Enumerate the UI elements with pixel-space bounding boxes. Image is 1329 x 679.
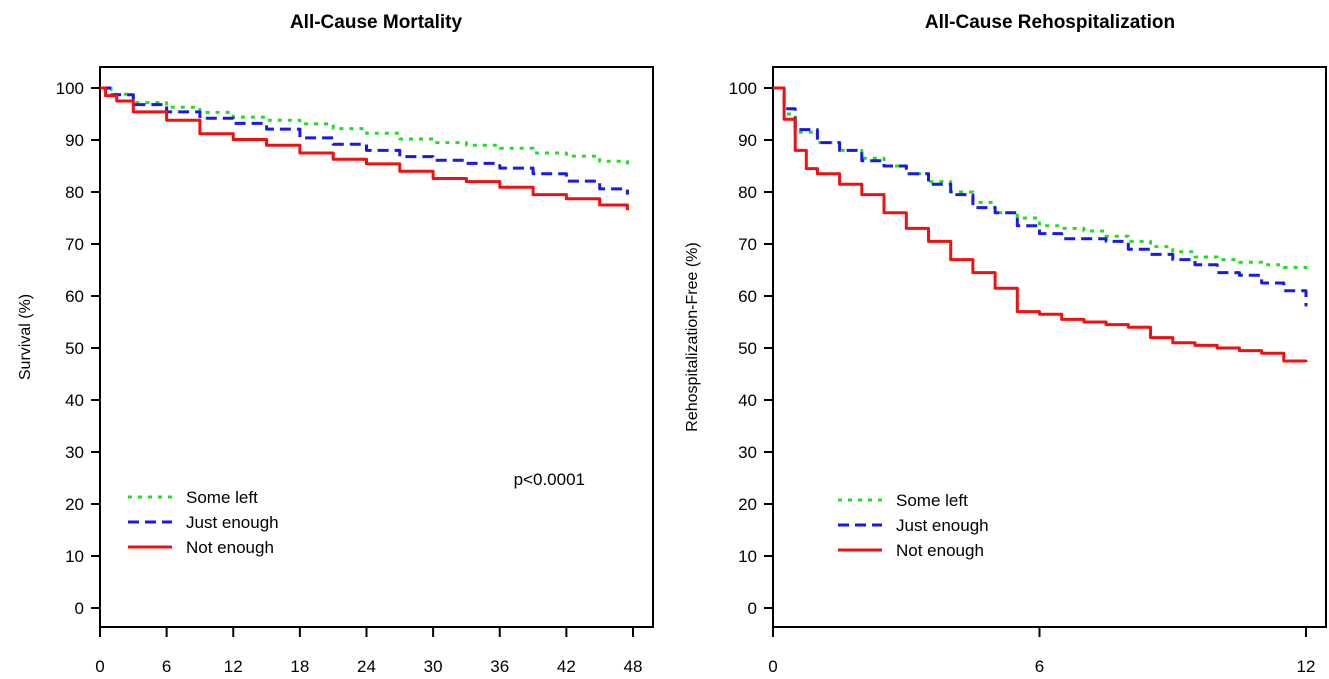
y-tick-label: 70 [65,235,84,254]
y-tick-label: 70 [738,235,757,254]
legend-label: Just enough [896,516,989,535]
x-tick-label: 30 [424,657,443,676]
y-tick-label: 30 [738,443,757,462]
plot-frame [99,66,654,628]
legend-label: Not enough [896,541,984,560]
x-tick-label: 36 [490,657,509,676]
y-tick-label: 90 [65,131,84,150]
y-tick-label: 10 [738,547,757,566]
legend-label: Not enough [186,538,274,557]
y-tick-label: 60 [738,287,757,306]
x-tick-label: 12 [1297,657,1316,676]
y-tick-label: 40 [65,391,84,410]
x-tick-label: 24 [357,657,376,676]
series-line-just-enough [100,86,629,195]
y-tick-label: 20 [65,495,84,514]
y-axis-label: Survival (%) [17,294,34,380]
y-tick-label: 80 [65,183,84,202]
y-tick-label: 90 [738,131,757,150]
y-tick-label: 50 [738,339,757,358]
y-tick-label: 60 [65,287,84,306]
y-tick-label: 0 [748,599,757,618]
x-tick-label: 0 [768,657,777,676]
series-line-not-enough [100,86,629,211]
series-line-some-left [100,86,629,165]
x-tick-label: 42 [557,657,576,676]
y-tick-label: 40 [738,391,757,410]
series-line-just-enough [773,86,1308,307]
y-tick-label: 100 [729,79,757,98]
legend-label: Just enough [186,513,279,532]
legend-label: Some left [896,491,968,510]
series-line-some-left [773,86,1308,270]
y-tick-label: 10 [65,547,84,566]
x-tick-label: 0 [95,657,104,676]
x-tick-label: 48 [624,657,643,676]
p-value-annotation: p<0.0001 [514,470,585,489]
x-tick-label: 6 [1035,657,1044,676]
y-tick-label: 80 [738,183,757,202]
series-line-not-enough [773,86,1308,363]
y-tick-label: 50 [65,339,84,358]
y-tick-label: 0 [75,599,84,618]
y-tick-label: 100 [56,79,84,98]
legend-label: Some left [186,488,258,507]
y-tick-label: 20 [738,495,757,514]
x-tick-label: 18 [290,657,309,676]
chart-title: All-Cause Rehospitalization [925,12,1175,33]
y-axis-label: Rehospitalization-Free (%) [684,242,701,431]
y-tick-label: 30 [65,443,84,462]
x-tick-label: 6 [162,657,171,676]
x-tick-label: 12 [224,657,243,676]
chart-title: All-Cause Mortality [290,12,463,33]
